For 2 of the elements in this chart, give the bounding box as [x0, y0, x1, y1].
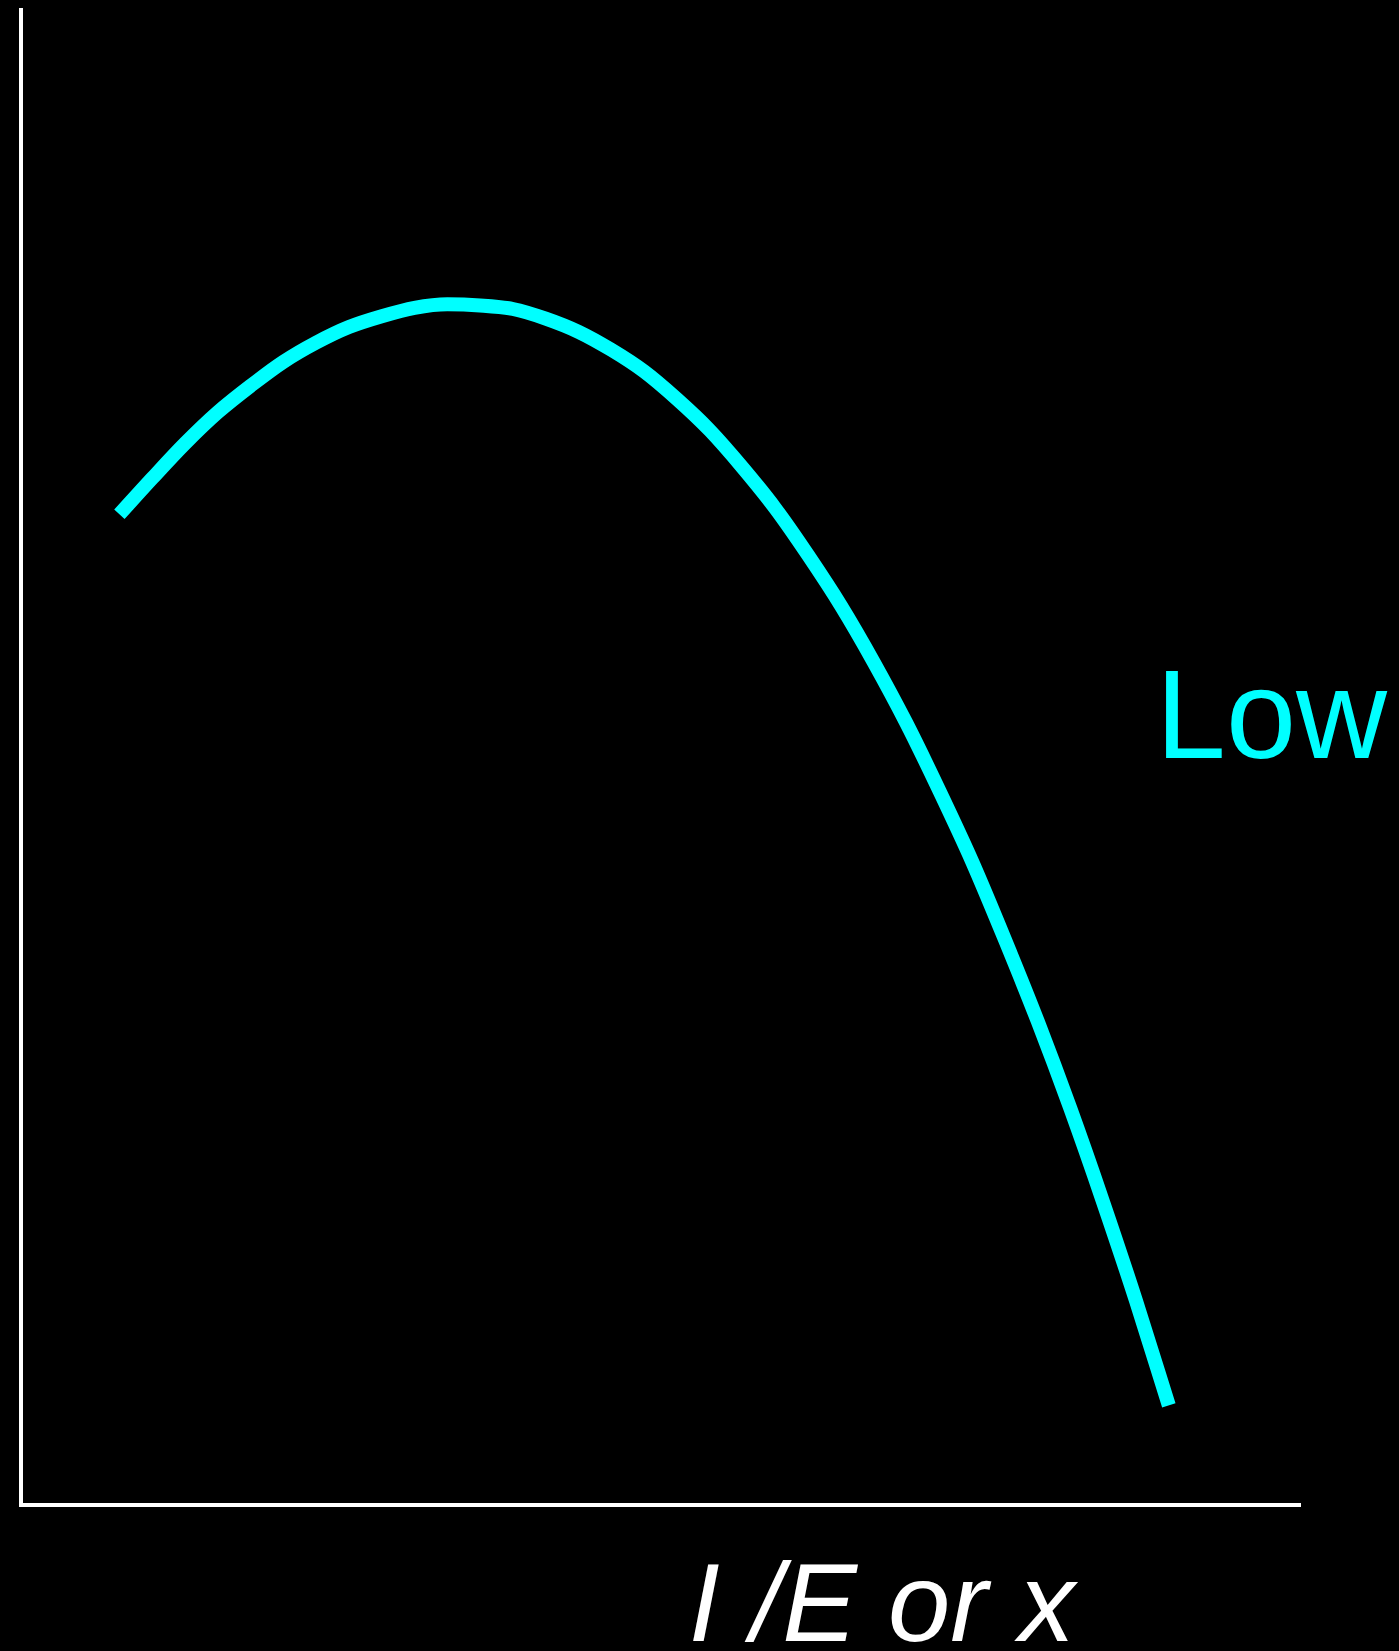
x-axis-title: I /E or x: [688, 1540, 1079, 1651]
series-label: Low: [1155, 643, 1388, 785]
